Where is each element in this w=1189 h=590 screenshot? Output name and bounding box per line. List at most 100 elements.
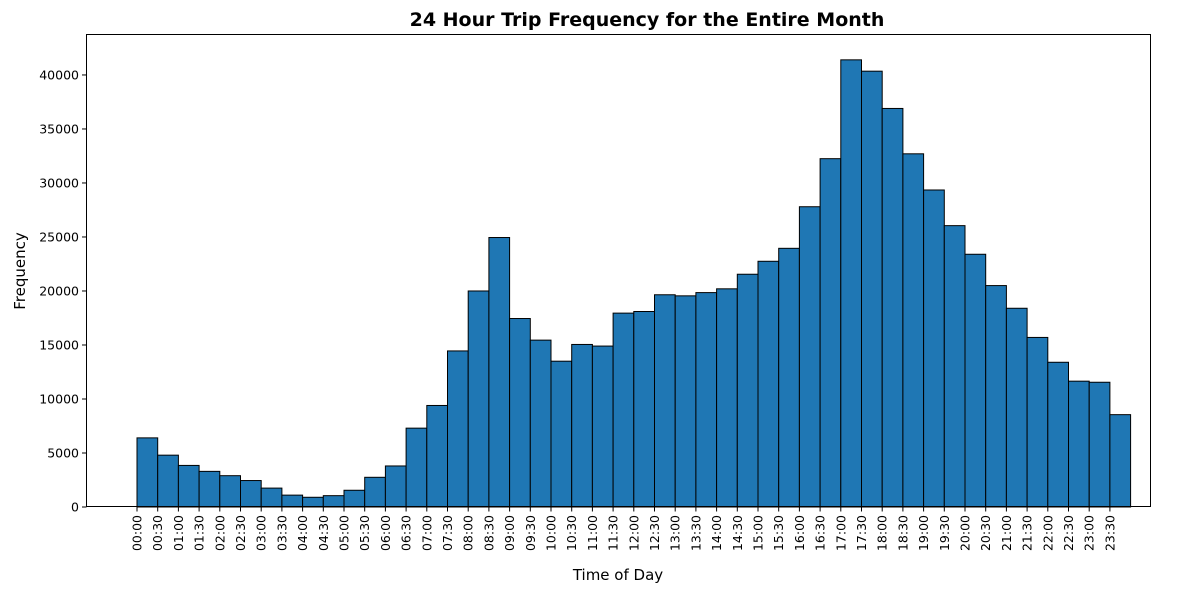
bar-14:30	[736, 273, 759, 508]
x-tick-label: 19:00	[916, 515, 931, 551]
x-tick-label: 02:00	[212, 515, 227, 551]
bar-18:30	[902, 153, 925, 508]
x-tick-label: 20:00	[958, 515, 973, 551]
x-axis: 00:00 00:30 01:00 01:30 02:00 02:30 03:00 03:30…	[130, 507, 1117, 551]
bar-19:30	[943, 225, 966, 508]
x-tick-label: 18:30	[895, 515, 910, 551]
bar-21:00	[1005, 307, 1028, 508]
bar-10:30	[571, 343, 593, 508]
x-tick-label: 05:00	[337, 515, 352, 551]
x-tick-label: 23:30	[1102, 515, 1117, 551]
bar-17:30	[861, 70, 883, 508]
x-tick-label: 03:30	[274, 515, 289, 551]
y-tick-label: 30000	[39, 175, 79, 190]
y-tick-label: 35000	[39, 121, 79, 136]
bar-04:00	[302, 496, 324, 508]
y-axis-label: Frequency	[11, 232, 29, 310]
bar-00:00	[136, 437, 159, 508]
x-tick-label: 22:30	[1061, 515, 1076, 551]
y-tick-label: 0	[71, 500, 79, 515]
y-tick-label: 25000	[39, 229, 79, 244]
y-tick-label: 10000	[39, 391, 79, 406]
x-tick-label: 10:00	[544, 515, 559, 551]
x-tick-label: 06:30	[399, 515, 414, 551]
x-tick-label: 14:00	[709, 515, 724, 551]
x-tick-label: 13:30	[688, 515, 703, 551]
bar-01:00	[177, 464, 200, 508]
x-tick-label: 17:00	[833, 515, 848, 551]
y-axis: 0 5000 10000 15000 20000 25000 30000 35000 40000	[39, 67, 87, 515]
bar-02:30	[240, 480, 262, 508]
x-tick-label: 08:30	[481, 515, 496, 551]
x-tick-label: 06:00	[378, 515, 393, 551]
x-tick-label: 00:30	[150, 515, 165, 551]
x-tick-label: 11:30	[606, 515, 621, 551]
x-tick-label: 09:30	[523, 515, 538, 551]
plot-frame	[86, 34, 1151, 507]
bar-04:30	[322, 495, 345, 508]
x-tick-label: 11:00	[585, 515, 600, 551]
x-axis-label: Time of Day	[572, 566, 663, 584]
x-tick-label: 02:30	[233, 515, 248, 551]
x-tick-label: 15:30	[771, 515, 786, 551]
x-tick-label: 23:00	[1082, 515, 1097, 551]
bar-07:30	[447, 350, 469, 508]
bar-06:00	[384, 465, 407, 508]
bar-23:00	[1088, 381, 1111, 508]
bar-12:00	[633, 311, 655, 508]
x-tick-label: 21:00	[999, 515, 1014, 551]
bar-13:30	[695, 292, 718, 508]
bar-07:00	[426, 404, 448, 508]
y-tick-label: 40000	[39, 67, 79, 82]
bar-22:30	[1068, 380, 1090, 508]
bar-20:00	[964, 253, 987, 508]
x-tick-label: 14:30	[730, 515, 745, 551]
bar-01:30	[198, 470, 221, 508]
bar-20:30	[985, 285, 1007, 508]
x-tick-label: 04:30	[316, 515, 331, 551]
bar-00:30	[157, 454, 179, 508]
bar-03:30	[281, 494, 304, 508]
bar-11:00	[591, 345, 614, 508]
bar-11:30	[612, 312, 635, 508]
bar-14:00	[716, 288, 738, 508]
bar-16:00	[798, 206, 821, 508]
bar-12:30	[654, 294, 676, 508]
bar-05:00	[343, 489, 366, 508]
bar-19:00	[923, 189, 945, 508]
x-tick-label: 16:30	[813, 515, 828, 551]
bar-08:00	[467, 290, 490, 508]
y-tick-label: 15000	[39, 337, 79, 352]
x-tick-label: 09:00	[502, 515, 517, 551]
bar-10:00	[550, 360, 573, 508]
bar-06:30	[405, 427, 428, 508]
bars-group	[136, 59, 1132, 508]
x-tick-label: 21:30	[1020, 515, 1035, 551]
bar-13:00	[674, 295, 697, 508]
x-tick-label: 15:00	[751, 515, 766, 551]
bar-16:30	[819, 158, 842, 508]
bar-23:30	[1109, 414, 1132, 508]
x-tick-label: 12:00	[626, 515, 641, 551]
x-tick-label: 20:30	[978, 515, 993, 551]
x-tick-label: 01:00	[171, 515, 186, 551]
x-tick-label: 16:00	[792, 515, 807, 551]
chart-title: 24 Hour Trip Frequency for the Entire Mo…	[410, 9, 885, 31]
bar-08:30	[488, 237, 511, 508]
x-tick-label: 07:30	[440, 515, 455, 551]
x-tick-label: 04:00	[295, 515, 310, 551]
x-tick-label: 07:00	[419, 515, 434, 551]
x-tick-label: 10:30	[564, 515, 579, 551]
x-tick-label: 12:30	[647, 515, 662, 551]
bar-17:00	[840, 59, 862, 508]
y-tick-label: 5000	[47, 445, 79, 460]
bar-22:00	[1047, 361, 1070, 508]
x-tick-label: 00:00	[130, 515, 145, 551]
bar-09:30	[529, 339, 552, 508]
bar-05:30	[364, 476, 386, 508]
y-tick-label: 20000	[39, 283, 79, 298]
x-tick-label: 19:30	[937, 515, 952, 551]
bar-02:00	[219, 475, 242, 508]
bar-09:00	[509, 318, 531, 508]
